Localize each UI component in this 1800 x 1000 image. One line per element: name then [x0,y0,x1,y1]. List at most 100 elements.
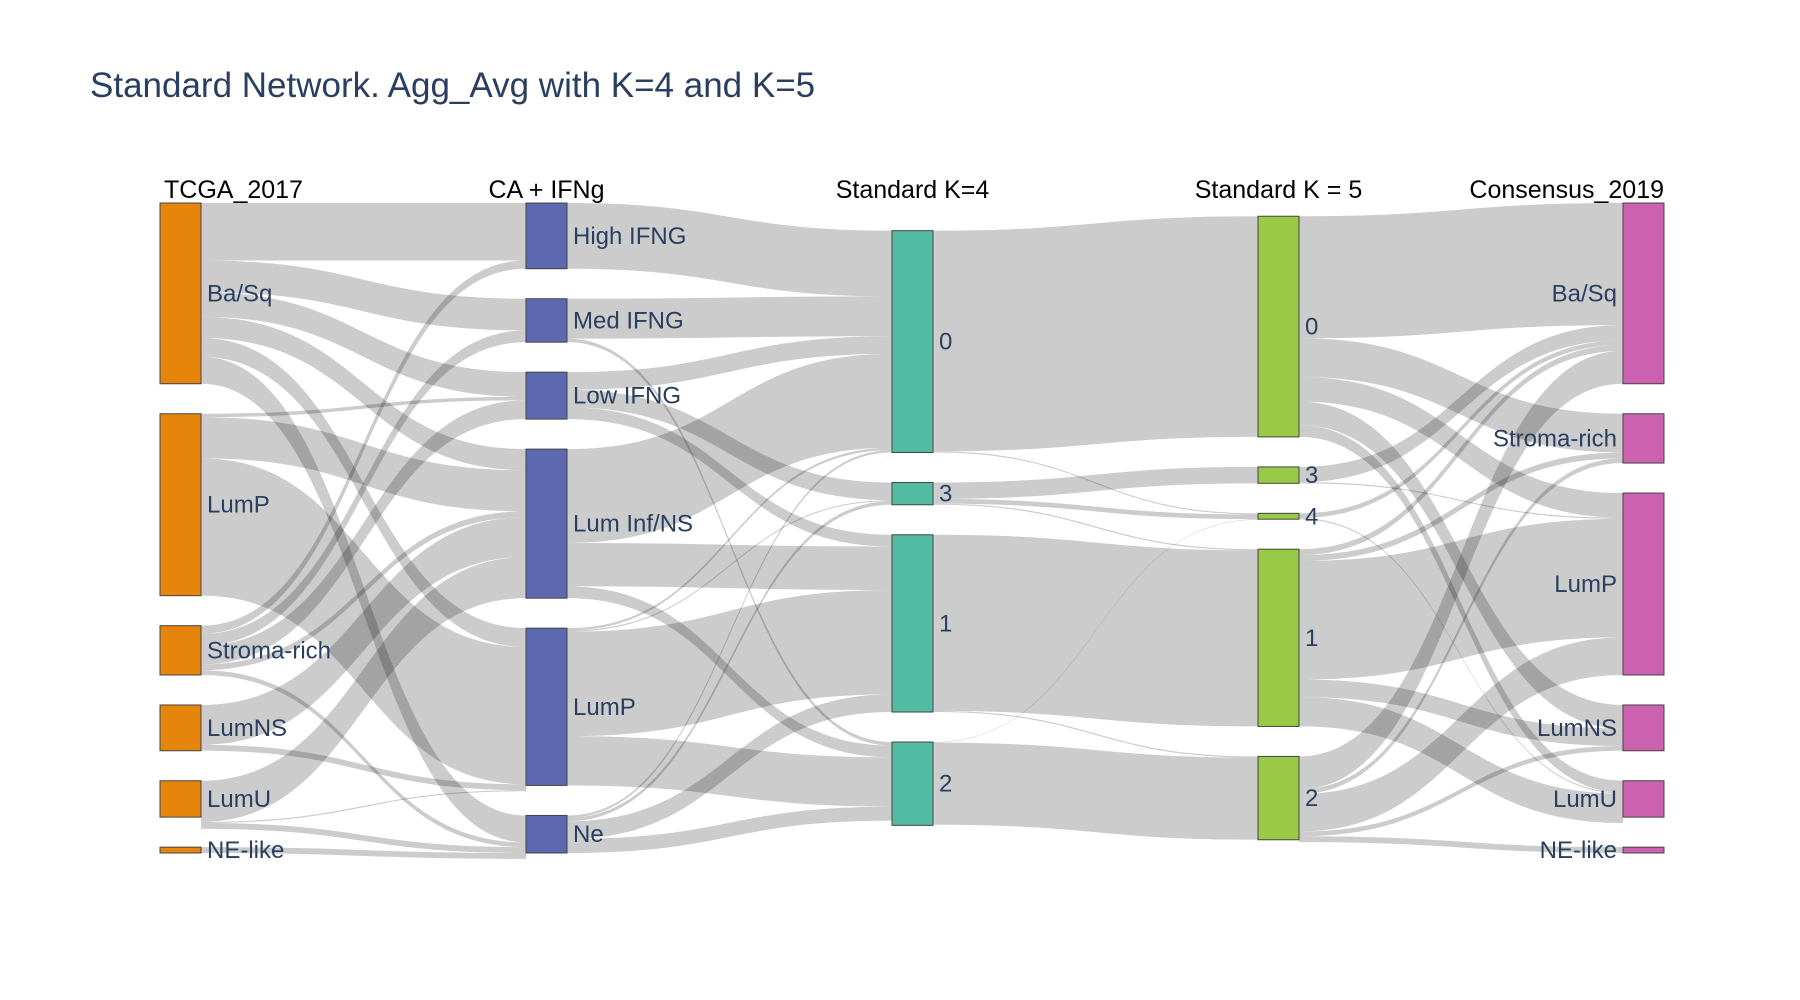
link-k5_0-to-s_lumns[interactable] [1299,401,1623,729]
link-t_lumns-to-c_lump[interactable] [201,744,526,791]
link-k5_2-to-s_lumns[interactable] [1299,746,1623,837]
node-tcga-2017-lumns[interactable] [159,704,202,752]
node-consensus-2019-ba-sq[interactable] [1622,202,1665,385]
link-t_basq-to-c_low[interactable] [201,292,526,397]
link-t_basq-to-c_luminf[interactable] [201,316,526,471]
node-tcga-2017-stroma-rich[interactable] [159,625,202,676]
node-standard-k-5-2[interactable] [1257,755,1300,841]
node-ca-ifng-high-ifng[interactable] [525,202,568,270]
link-c_lump-to-k4_1[interactable] [567,589,892,737]
link-c_ne-to-k4_2[interactable] [567,806,892,853]
node-label-standard-k-5-3: 3 [1305,462,1318,489]
link-k5_2-to-s_basq[interactable] [1299,350,1623,790]
node-ca-ifng-low-ifng[interactable] [525,371,568,420]
link-k5_0-to-s_lumu[interactable] [1299,425,1623,793]
link-t_basq-to-c_high[interactable] [201,203,526,261]
link-k4_2-to-k5_4[interactable] [933,519,1258,743]
link-k4_3-to-k5_4[interactable] [933,498,1258,520]
link-t_basq-to-c_lump[interactable] [201,337,526,647]
link-t_lump-to-c_lump[interactable] [201,458,526,785]
link-t_stroma-to-c_high[interactable] [201,260,526,634]
link-k5_4-to-s_lumu[interactable] [1299,518,1623,794]
link-k4_3-to-k5_3[interactable] [933,466,1258,499]
link-k5_1-to-s_lumu[interactable] [1299,697,1623,823]
node-tcga-2017-ne-like[interactable] [159,846,202,854]
link-c_lump-to-k4_2[interactable] [567,736,892,807]
link-k4_0-to-k5_4[interactable] [933,451,1258,515]
node-tcga-2017-lumu[interactable] [159,780,202,818]
link-t_stroma-to-c_luminf[interactable] [201,511,526,671]
node-label-consensus-2019-ba-sq: Ba/Sq [1552,280,1617,307]
link-k5_0-to-s_basq[interactable] [1299,203,1623,339]
node-standard-k-4-0[interactable] [891,230,934,453]
link-c_ne-to-k4_1[interactable] [567,694,892,839]
link-t_ne-to-c_ne[interactable] [201,847,526,859]
link-t_lump-to-c_low[interactable] [201,396,526,418]
link-t_stroma-to-c_low[interactable] [201,400,526,665]
node-standard-k-5-1[interactable] [1257,548,1300,727]
link-k5_1-to-s_stroma[interactable] [1299,452,1623,561]
link-k5_4-to-s_basq[interactable] [1299,340,1623,519]
link-c_med-to-k4_2[interactable] [567,338,892,746]
link-t_basq-to-c_ne[interactable] [201,356,526,843]
link-c_ne-to-k4_0[interactable] [567,450,892,818]
link-c_luminf-to-k4_1[interactable] [567,543,892,590]
node-consensus-2019-stroma-rich[interactable] [1622,413,1665,464]
link-c_luminf-to-k4_0[interactable] [567,353,892,543]
node-standard-k-4-2[interactable] [891,741,934,826]
node-ca-ifng-lump[interactable] [525,627,568,786]
node-label-tcga-2017-stroma-rich: Stroma-rich [207,637,331,664]
link-k4_1-to-k5_2[interactable] [933,710,1258,758]
link-t_lumu-to-c_luminf[interactable] [201,557,526,822]
link-c_low-to-k4_3[interactable] [567,389,892,501]
link-t_stroma-to-c_med[interactable] [201,330,526,646]
node-consensus-2019-ne-like[interactable] [1622,846,1665,854]
column-header-ca-ifng: CA + IFNg [488,176,604,204]
node-ca-ifng-med-ifng[interactable] [525,298,568,343]
link-c_lump-to-k4_0[interactable] [567,447,892,631]
link-k4_2-to-k5_2[interactable] [933,742,1258,840]
node-label-ca-ifng-lum-inf-ns: Lum Inf/NS [573,511,693,538]
link-k5_1-to-s_lumns[interactable] [1299,679,1623,747]
link-t_lumu-to-c_lump[interactable] [201,790,526,823]
link-t_lumns-to-c_luminf[interactable] [201,517,526,745]
node-label-standard-k-5-4: 4 [1305,503,1318,530]
link-k5_2-to-s_lump[interactable] [1299,637,1623,832]
link-c_low-to-k4_1[interactable] [567,407,892,547]
node-ca-ifng-lum-inf-ns[interactable] [525,448,568,599]
node-consensus-2019-lumu[interactable] [1622,780,1665,818]
link-k5_2-to-s_ne[interactable] [1299,836,1623,853]
link-k4_0-to-k5_0[interactable] [933,216,1258,452]
link-c_ne-to-k4_3[interactable] [567,501,892,822]
node-consensus-2019-lump[interactable] [1622,492,1665,676]
link-c_high-to-k4_0[interactable] [567,203,892,297]
link-k5_0-to-s_stroma[interactable] [1299,338,1623,453]
node-standard-k-5-0[interactable] [1257,215,1300,438]
link-k4_1-to-k5_1[interactable] [933,534,1258,727]
link-k5_3-to-s_basq[interactable] [1299,325,1623,483]
link-c_luminf-to-k4_2[interactable] [567,586,892,758]
node-label-consensus-2019-ne-like: NE-like [1540,837,1617,864]
link-k4_3-to-k5_1[interactable] [933,503,1258,551]
link-k5_3-to-s_lump[interactable] [1299,482,1623,519]
link-k5_1-to-s_lump[interactable] [1299,518,1623,680]
node-consensus-2019-lumns[interactable] [1622,704,1665,752]
node-standard-k-5-4[interactable] [1257,512,1300,520]
link-t_lumu-to-c_ne[interactable] [201,823,526,853]
link-k5_2-to-s_stroma[interactable] [1299,458,1623,794]
link-c_low-to-k4_0[interactable] [567,336,892,390]
link-k5_1-to-s_basq[interactable] [1299,345,1623,556]
node-tcga-2017-ba-sq[interactable] [159,202,202,385]
link-c_lump-to-k4_3[interactable] [567,500,892,632]
node-ca-ifng-ne[interactable] [525,814,568,854]
link-c_med-to-k4_0[interactable] [567,296,892,339]
node-tcga-2017-lump[interactable] [159,413,202,597]
node-standard-k-5-3[interactable] [1257,466,1300,484]
link-t_lump-to-c_luminf[interactable] [201,417,526,512]
link-k5_0-to-s_lump[interactable] [1299,377,1623,518]
node-label-tcga-2017-lumu: LumU [207,786,271,813]
node-standard-k-4-1[interactable] [891,534,934,713]
link-t_stroma-to-c_ne[interactable] [201,670,526,848]
node-standard-k-4-3[interactable] [891,481,934,506]
link-t_basq-to-c_med[interactable] [201,260,526,331]
